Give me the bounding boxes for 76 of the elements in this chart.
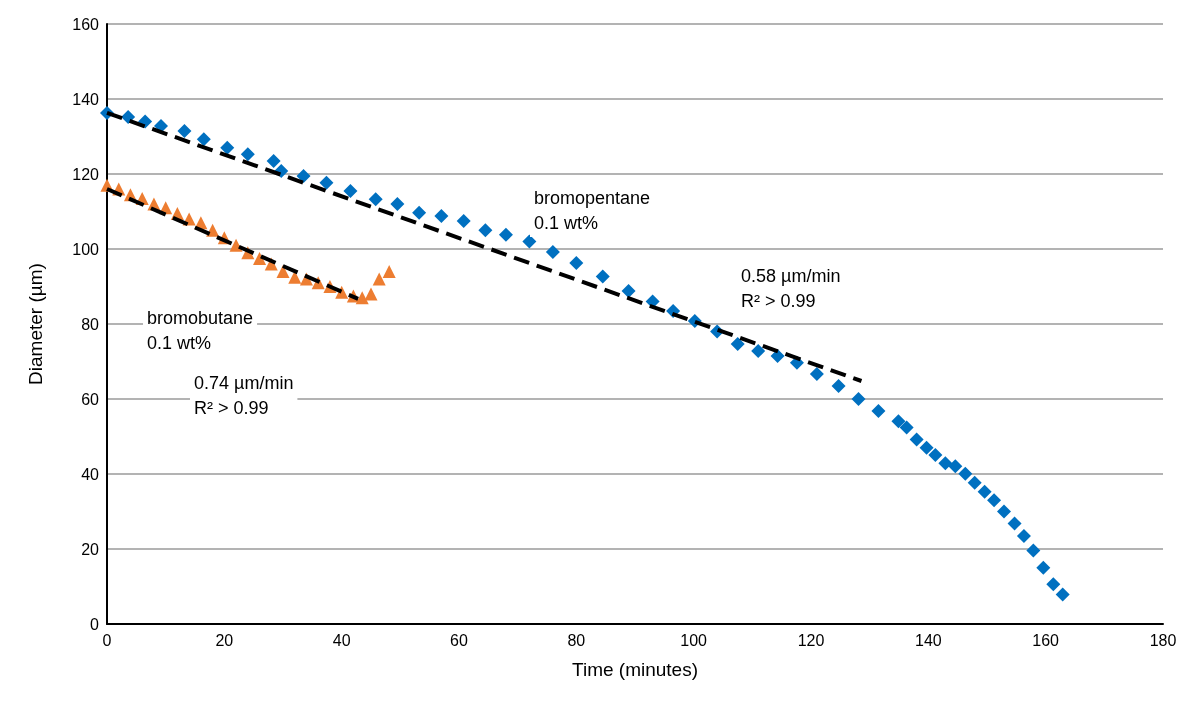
x-tick-label: 40 [332, 631, 351, 649]
x-tick-label: 180 [1149, 631, 1177, 649]
point [948, 459, 963, 474]
point [1016, 528, 1031, 543]
point [831, 378, 846, 393]
x-tick-label: 0 [102, 631, 112, 649]
x-tick-label: 20 [215, 631, 234, 649]
x-tick-label: 60 [450, 631, 468, 649]
point [434, 209, 449, 223]
y-tick-label: 60 [81, 390, 100, 408]
point [977, 484, 992, 499]
point [621, 284, 636, 298]
point [997, 504, 1012, 519]
point [390, 197, 405, 211]
point [899, 420, 914, 435]
annotation: 0.74 µm/min R² > 0.99 [194, 372, 294, 418]
point [730, 336, 745, 351]
point [919, 440, 934, 455]
point [220, 140, 235, 155]
point [478, 223, 493, 238]
x-tick-label: 100 [680, 631, 708, 649]
annotation: bromopentane 0.1 wt% [534, 187, 651, 233]
point [372, 272, 386, 286]
point [319, 175, 334, 190]
point [891, 414, 906, 429]
point [121, 110, 136, 124]
y-tick-label: 80 [81, 315, 100, 333]
annotation: 0.58 µm/min R² > 0.99 [741, 265, 841, 311]
y-axis-title: Diameter (µm) [25, 263, 46, 385]
point [569, 255, 584, 270]
point [909, 432, 924, 447]
point [595, 269, 610, 284]
y-tick-label: 160 [72, 15, 100, 33]
point [412, 205, 427, 220]
point [522, 234, 537, 249]
point [967, 475, 982, 490]
y-tick-label: 20 [81, 540, 100, 558]
point [240, 147, 255, 162]
annotation: bromobutane 0.1 wt% [147, 307, 254, 353]
point [196, 132, 211, 147]
point [851, 392, 866, 406]
point [1007, 516, 1022, 531]
point [987, 493, 1002, 508]
point [958, 466, 973, 481]
point [456, 213, 471, 228]
y-tick-label: 100 [72, 240, 100, 258]
x-tick-label: 80 [567, 631, 586, 649]
point [296, 168, 311, 183]
y-tick-label: 0 [90, 615, 100, 633]
x-tick-label: 120 [797, 631, 825, 649]
point [770, 348, 785, 363]
x-tick-label: 160 [1032, 631, 1060, 649]
point [871, 404, 886, 418]
y-tick-label: 140 [72, 90, 100, 108]
point [177, 123, 192, 138]
point [498, 227, 513, 242]
point [364, 287, 378, 301]
point [809, 366, 824, 381]
point [1026, 543, 1041, 558]
point [938, 456, 953, 471]
point [751, 344, 766, 358]
point [253, 251, 267, 265]
point [276, 265, 290, 278]
y-tick-label: 120 [72, 165, 100, 183]
point [928, 447, 943, 462]
point [266, 153, 281, 168]
x-axis-title: Time (minutes) [572, 659, 698, 680]
point [545, 245, 560, 259]
point [1055, 587, 1070, 602]
point [382, 265, 396, 278]
point [343, 183, 358, 198]
point [1036, 560, 1051, 575]
y-tick-label: 40 [81, 465, 100, 483]
point [368, 192, 383, 207]
point [1046, 577, 1061, 592]
x-tick-label: 140 [914, 631, 942, 649]
